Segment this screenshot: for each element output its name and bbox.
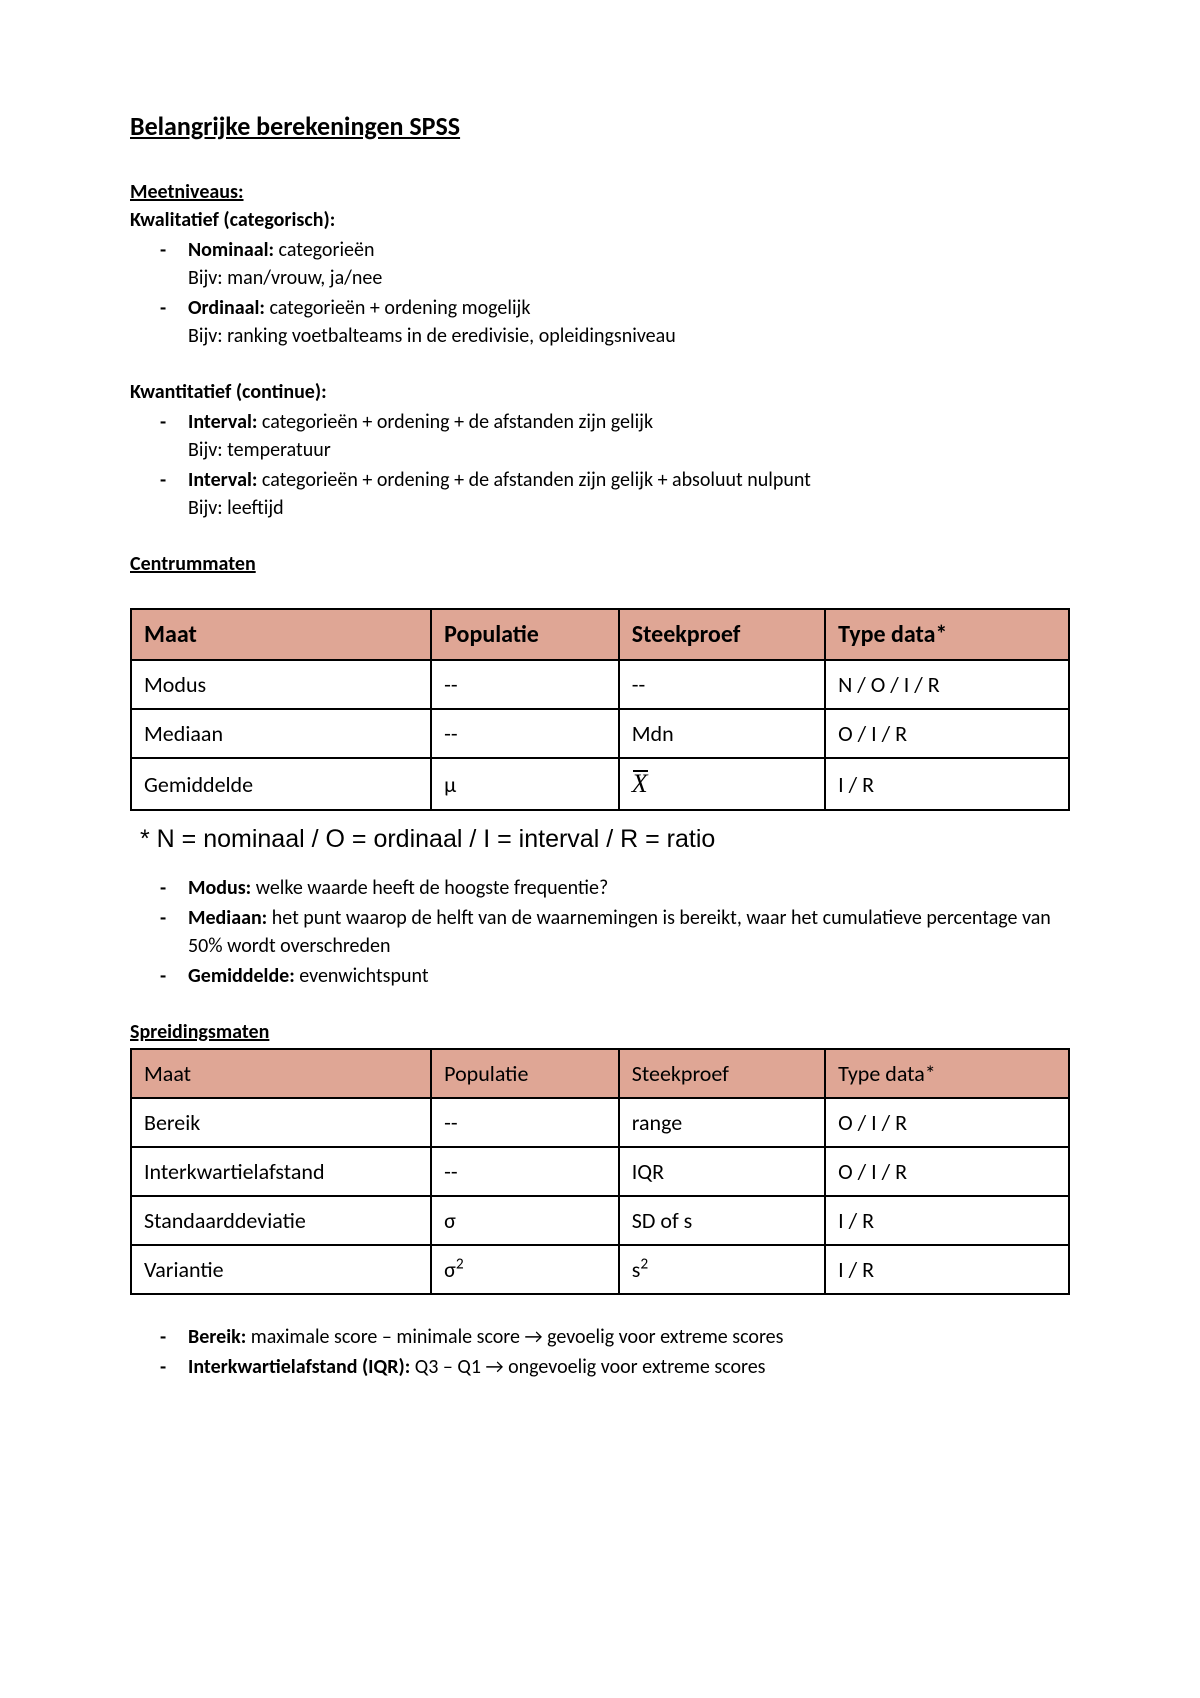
term: Bereik:: [188, 1325, 246, 1349]
cell: O / I / R: [825, 1098, 1069, 1147]
cell: Gemiddelde: [131, 758, 431, 810]
centrummaten-table: Maat Populatie Steekproef Type data* Mod…: [130, 608, 1070, 811]
col-header: Steekproef: [619, 1049, 825, 1098]
desc: evenwichtspunt: [295, 964, 429, 988]
cell: I / R: [825, 1245, 1069, 1294]
cell: IQR: [619, 1147, 825, 1196]
cell: range: [619, 1098, 825, 1147]
table-row: Bereik -- range O / I / R: [131, 1098, 1069, 1147]
kwantitatief-list: Interval: categorieën + ordening + de af…: [130, 408, 1070, 522]
spreidingsmaten-table: Maat Populatie Steekproef Type data* Ber…: [130, 1048, 1070, 1295]
example: Bijv: leeftijd: [188, 494, 1070, 522]
term: Gemiddelde:: [188, 964, 295, 988]
cell: μ: [431, 758, 619, 810]
table-row: Standaarddeviatie σ SD of s I / R: [131, 1196, 1069, 1245]
list-item: Gemiddelde: evenwichtspunt: [188, 962, 1070, 990]
desc: categorieën: [274, 238, 374, 262]
kwantitatief-heading: Kwantitatief (continue):: [130, 380, 1070, 404]
list-item: Interkwartielafstand (IQR): Q3 – Q1 → on…: [188, 1353, 1070, 1381]
desc: maximale score – minimale score → gevoel…: [246, 1325, 783, 1349]
cell: Bereik: [131, 1098, 431, 1147]
centrummaten-notes: Modus: welke waarde heeft de hoogste fre…: [130, 874, 1070, 990]
page-title: Belangrijke berekeningen SPSS: [130, 110, 1070, 142]
meetniveaus-heading: Meetniveaus:: [130, 180, 1070, 204]
table-row: Modus -- -- N / O / I / R: [131, 660, 1069, 709]
example: Bijv: ranking voetbalteams in de eredivi…: [188, 322, 1070, 350]
kwalitatief-heading: Kwalitatief (categorisch):: [130, 208, 1070, 232]
cell: I / R: [825, 1196, 1069, 1245]
term: Interval:: [188, 410, 257, 434]
col-header: Populatie: [431, 1049, 619, 1098]
table-row: Variantie σ2 s2 I / R: [131, 1245, 1069, 1294]
term: Nominaal:: [188, 238, 274, 262]
col-header: Type data*: [825, 609, 1069, 660]
desc: categorieën + ordening + de afstanden zi…: [257, 468, 810, 492]
col-header: Steekproef: [619, 609, 825, 660]
col-header: Maat: [131, 1049, 431, 1098]
cell: Mdn: [619, 709, 825, 758]
cell: --: [431, 660, 619, 709]
desc: welke waarde heeft de hoogste frequentie…: [251, 876, 608, 900]
cell: σ2: [431, 1245, 619, 1294]
desc: het punt waarop de helft van de waarnemi…: [188, 906, 1051, 958]
centrummaten-heading: Centrummaten: [130, 552, 1070, 576]
desc: categorieën + ordening + de afstanden zi…: [257, 410, 653, 434]
document-page: Belangrijke berekeningen SPSS Meetniveau…: [0, 0, 1200, 1698]
col-header: Populatie: [431, 609, 619, 660]
cell: Modus: [131, 660, 431, 709]
cell: s2: [619, 1245, 825, 1294]
col-header: Maat: [131, 609, 431, 660]
term: Modus:: [188, 876, 251, 900]
list-item: Nominaal: categorieën Bijv: man/vrouw, j…: [188, 236, 1070, 292]
cell: σ: [431, 1196, 619, 1245]
desc: Q3 – Q1 → ongevoelig voor extreme scores: [410, 1355, 765, 1379]
cell: N / O / I / R: [825, 660, 1069, 709]
cell: --: [431, 1098, 619, 1147]
list-item: Ordinaal: categorieën + ordening mogelij…: [188, 294, 1070, 350]
cell: Variantie: [131, 1245, 431, 1294]
list-item: Interval: categorieën + ordening + de af…: [188, 408, 1070, 464]
desc: categorieën + ordening mogelijk: [265, 296, 530, 320]
table-row: Mediaan -- Mdn O / I / R: [131, 709, 1069, 758]
cell: --: [431, 1147, 619, 1196]
term: Ordinaal:: [188, 296, 265, 320]
example: Bijv: man/vrouw, ja/nee: [188, 264, 1070, 292]
list-item: Modus: welke waarde heeft de hoogste fre…: [188, 874, 1070, 902]
type-data-legend: * N = nominaal / O = ordinaal / I = inte…: [140, 825, 1070, 854]
cell: O / I / R: [825, 709, 1069, 758]
cell: --: [619, 660, 825, 709]
cell: I / R: [825, 758, 1069, 810]
table-row: Interkwartielafstand -- IQR O / I / R: [131, 1147, 1069, 1196]
term: Interval:: [188, 468, 257, 492]
spreidingsmaten-notes: Bereik: maximale score – minimale score …: [130, 1323, 1070, 1381]
list-item: Mediaan: het punt waarop de helft van de…: [188, 904, 1070, 960]
cell: --: [431, 709, 619, 758]
col-header: Type data*: [825, 1049, 1069, 1098]
list-item: Bereik: maximale score – minimale score …: [188, 1323, 1070, 1351]
kwalitatief-list: Nominaal: categorieën Bijv: man/vrouw, j…: [130, 236, 1070, 350]
list-item: Interval: categorieën + ordening + de af…: [188, 466, 1070, 522]
cell: O / I / R: [825, 1147, 1069, 1196]
term: Mediaan:: [188, 906, 267, 930]
cell: Mediaan: [131, 709, 431, 758]
cell: Interkwartielafstand: [131, 1147, 431, 1196]
cell: Standaarddeviatie: [131, 1196, 431, 1245]
cell: X: [619, 758, 825, 810]
cell: SD of s: [619, 1196, 825, 1245]
spreidingsmaten-heading: Spreidingsmaten: [130, 1020, 1070, 1044]
table-row: Gemiddelde μ X I / R: [131, 758, 1069, 810]
example: Bijv: temperatuur: [188, 436, 1070, 464]
term: Interkwartielafstand (IQR):: [188, 1355, 410, 1379]
